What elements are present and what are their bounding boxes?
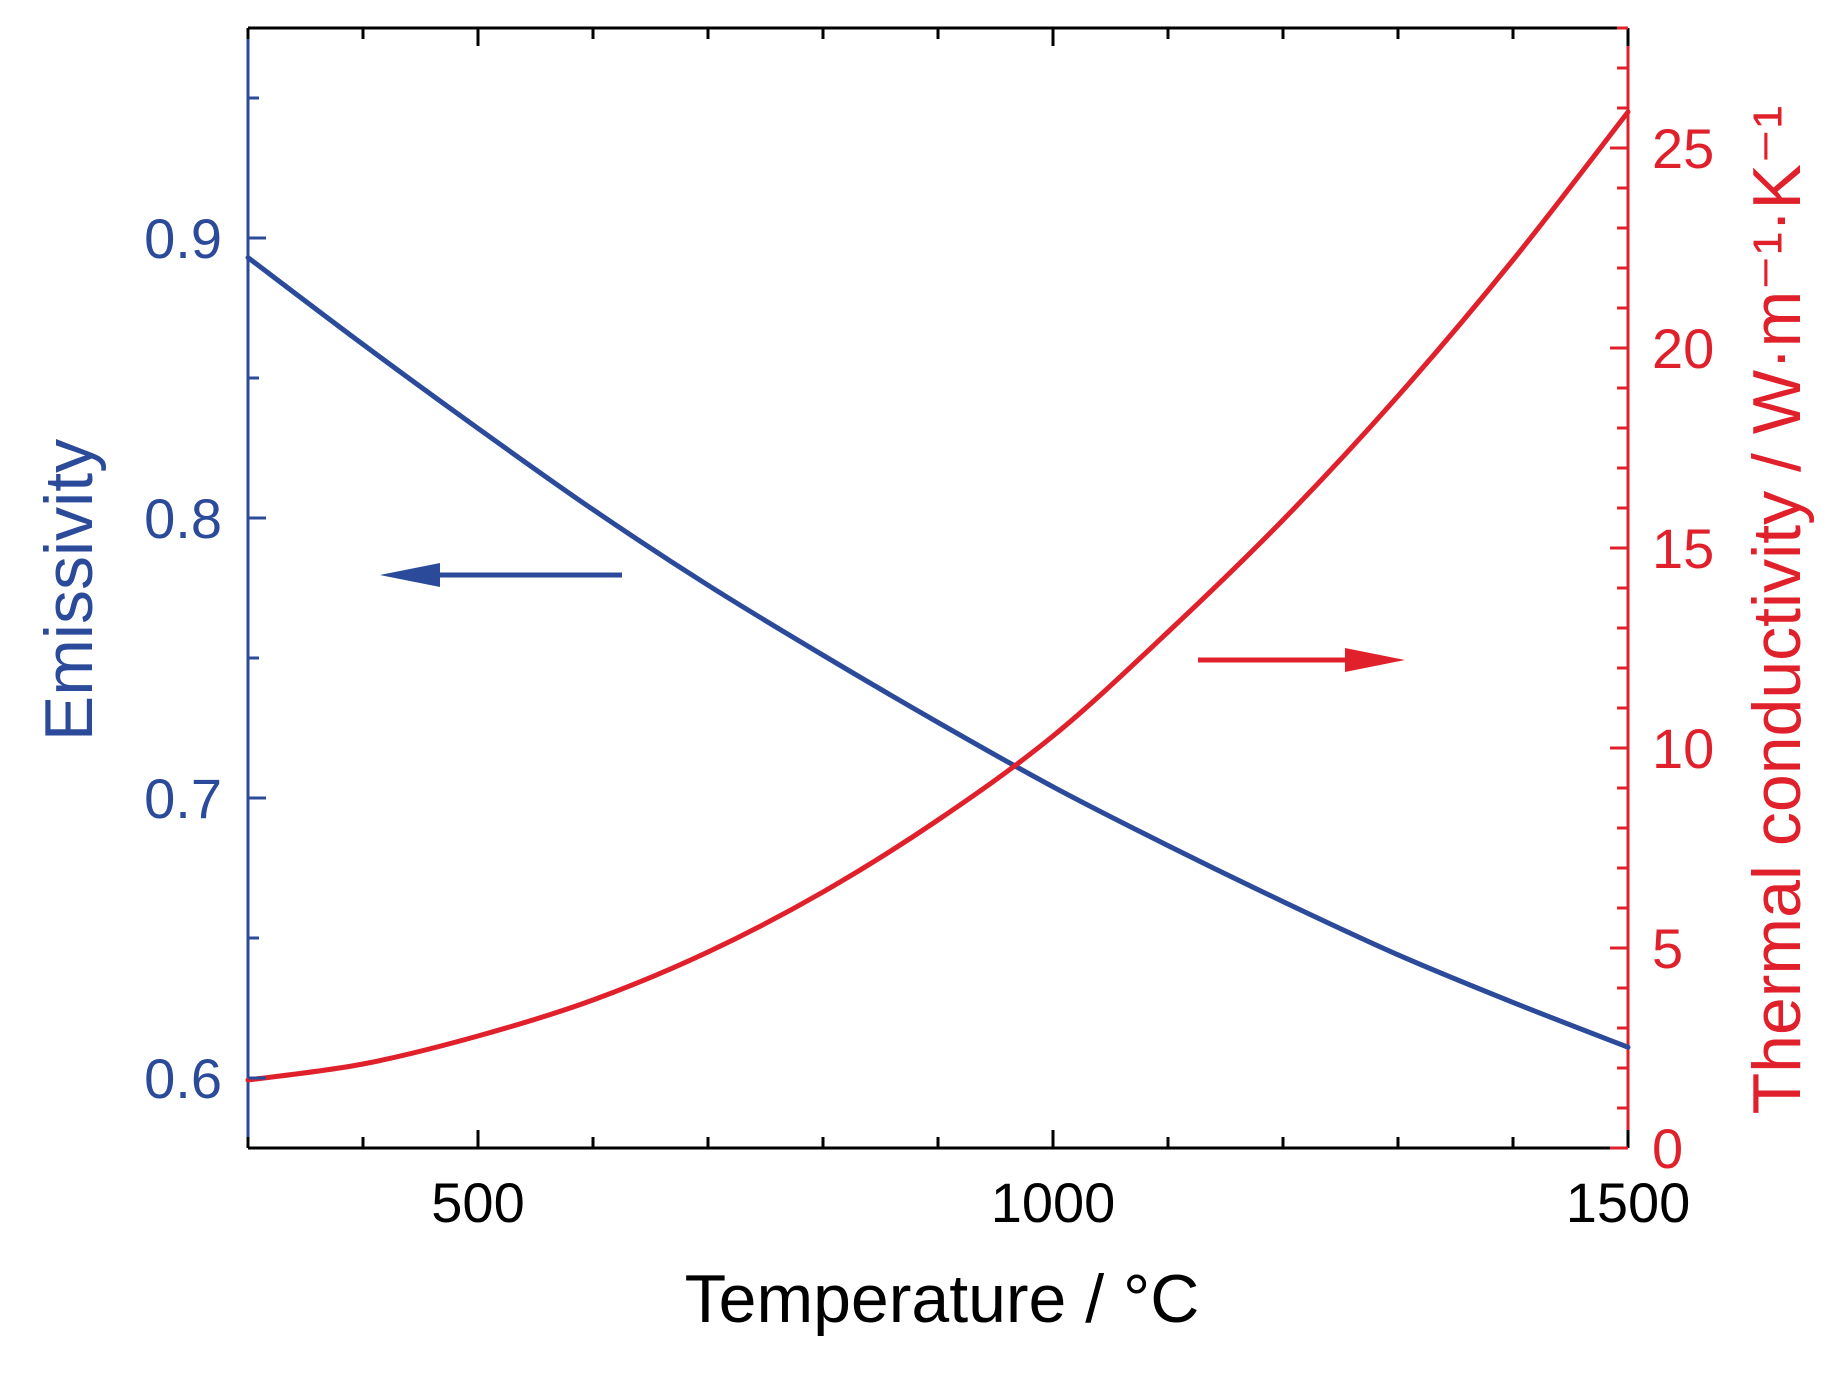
right-y-tick-label: 10 (1652, 717, 1714, 780)
right-arrow-head (1345, 648, 1405, 672)
right-y-tick-label: 25 (1652, 117, 1714, 180)
left-y-tick-label: 0.7 (144, 767, 222, 830)
thermal-conductivity-series-line (245, 109, 1631, 1083)
right-y-tick-label: 20 (1652, 317, 1714, 380)
annotation-arrows (380, 563, 1405, 672)
left-axis-title: Emissivity (31, 439, 107, 741)
x-tick-label: 1500 (1566, 1171, 1691, 1234)
right-y-tick-label: 0 (1652, 1117, 1683, 1180)
left-y-tick-label: 0.8 (144, 487, 222, 550)
right-y-tick-label: 5 (1652, 917, 1683, 980)
emissivity-series-line (245, 255, 1631, 1050)
x-tick-label: 1000 (991, 1171, 1116, 1234)
tick-labels-layer: 500 1000 1500 0.6 0.7 0.8 0.9 0 5 10 15 20 25 (144, 117, 1714, 1234)
left-y-tick-label: 0.6 (144, 1047, 222, 1110)
x-tick-label: 500 (431, 1171, 524, 1234)
x-axis-title: Temperature / °C (685, 1261, 1200, 1337)
left-y-tick-label: 0.9 (144, 207, 222, 270)
series-layer (245, 109, 1631, 1083)
ticks-layer (246, 26, 1630, 1150)
right-y-tick-label: 15 (1652, 517, 1714, 580)
right-axis-title: Thermal conductivity / W·m⁻¹·K⁻¹ (1739, 106, 1815, 1115)
left-arrow-head (380, 563, 440, 587)
